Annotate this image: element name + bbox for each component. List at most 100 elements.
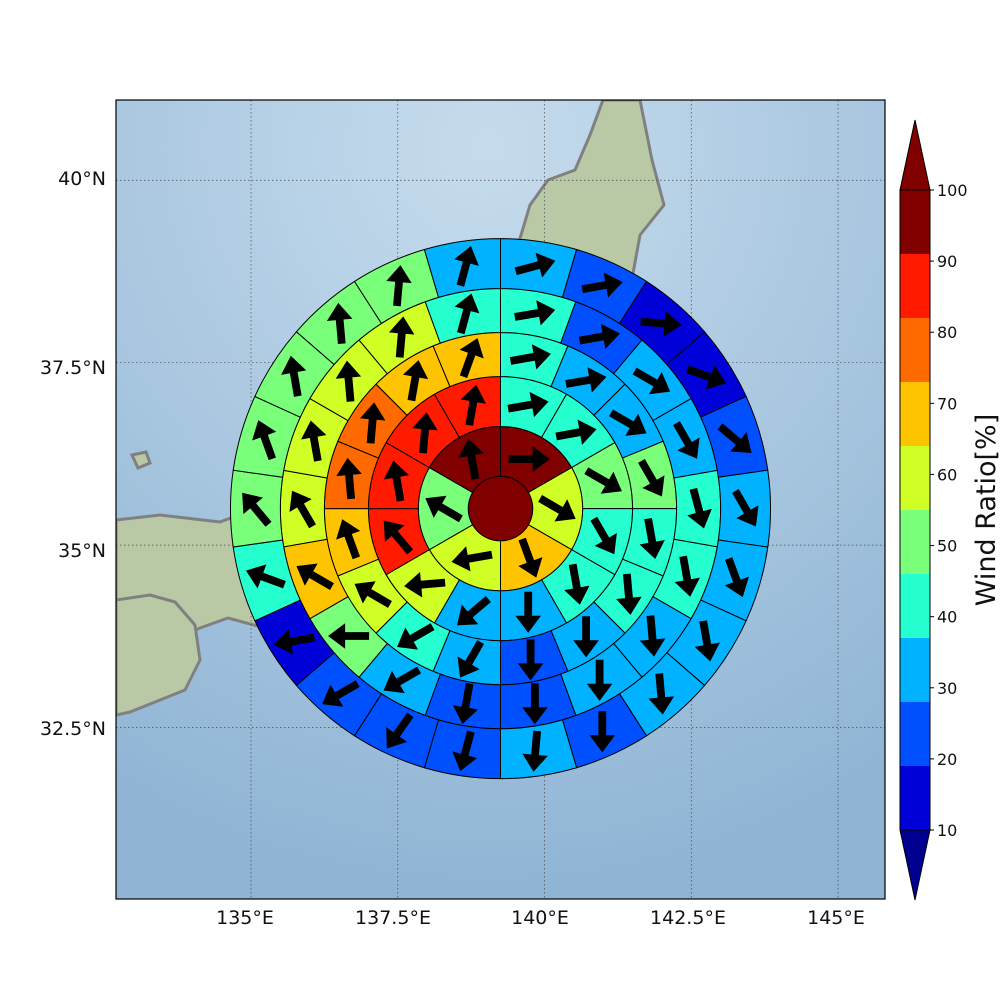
ring-3-arrow-13 (359, 402, 386, 444)
ring-5-arrow-2 (640, 310, 682, 337)
ring-4-arrow-13 (289, 490, 316, 529)
lat-label-40: 40°N (58, 168, 106, 190)
ring-2-arrow-0 (507, 391, 549, 418)
ring-4-arrow-5 (674, 555, 700, 597)
colorbar: 10 20 30 40 50 60 70 80 90 100 Wind Ratio[%] (899, 119, 1000, 901)
ring-4-arrow-12 (296, 563, 334, 590)
ring-4-arrow-2 (632, 367, 671, 395)
ring-1-arrow-0 (508, 446, 550, 472)
ring-5-arrow-3 (686, 365, 727, 390)
oki-island (129, 450, 152, 470)
colorbar-under-arrow (899, 829, 931, 901)
ring-3-arrow-11 (336, 519, 361, 560)
ring-4-arrow-6 (639, 615, 666, 657)
shikoku-land (116, 593, 202, 717)
rose-cells (229, 238, 772, 780)
ring-2-arrow-1 (555, 419, 597, 445)
ring-5-arrow-20 (386, 265, 412, 307)
colorbar-tick-label-40: 40 (937, 608, 957, 627)
colorbar-segment-2 (900, 638, 930, 702)
ring-2-arrow-7 (404, 571, 446, 598)
map-frame (115, 99, 886, 900)
ring-2-arrow-8 (383, 520, 414, 555)
ring-5-arrow-8 (648, 673, 675, 715)
ring-5-arrow-15 (245, 564, 286, 589)
lon-label-140: 140°E (511, 907, 569, 929)
ring-5-arrow-5 (732, 489, 759, 527)
ring-1-arrow-2 (518, 537, 543, 578)
ring-3-arrow-1 (565, 367, 607, 393)
colorbar-label: Wind Ratio[%] (971, 414, 1000, 606)
ring-4-arrow-14 (301, 420, 327, 462)
ring-1-arrow-4 (425, 495, 463, 523)
colorbar-tick-label-90: 90 (937, 252, 957, 271)
ring-4-arrow-0 (514, 300, 556, 326)
colorbar-tick-label-30: 30 (937, 679, 957, 698)
ring-4-arrow-9 (452, 682, 479, 725)
colorbar-tick-label-80: 80 (937, 323, 957, 342)
ring-2-arrow-11 (460, 384, 487, 426)
ring-5-arrow-16 (242, 492, 272, 527)
ring-3-arrow-14 (402, 360, 429, 402)
ring-5-arrow-1 (581, 272, 623, 298)
colorbar-segment-6 (900, 382, 930, 446)
ring-4-arrow-16 (388, 316, 415, 358)
ring-2-arrow-9 (383, 460, 409, 502)
ring-5-arrow-0 (514, 252, 556, 278)
latitude-labels: 40°N 37.5°N 35°N 32.5°N (40, 168, 106, 740)
ring-3-arrow-5 (616, 573, 642, 615)
colorbar-segment-7 (900, 318, 930, 382)
lon-label-142-5: 142.5°E (650, 907, 726, 929)
colorbar-tick-label-20: 20 (937, 750, 957, 769)
ring-2-arrow-10 (412, 412, 438, 454)
lat-label-35: 35°N (58, 540, 106, 562)
wind-rose (229, 238, 772, 780)
ring-5-arrow-4 (717, 423, 752, 453)
colorbar-segment-1 (900, 702, 930, 766)
ring-5-arrow-21 (454, 246, 479, 287)
ring-5-arrow-14 (273, 629, 316, 655)
colorbar-segment-5 (900, 446, 930, 510)
ring-5-arrow-9 (589, 711, 616, 753)
colorbar-ticks: 10 20 30 40 50 60 70 80 90 100 (930, 181, 968, 840)
ring-3-arrow-8 (457, 640, 485, 678)
ring-4-arrow-7 (586, 659, 613, 701)
ring-4-arrow-4 (687, 487, 712, 529)
colorbar-tick-label-60: 60 (937, 465, 957, 484)
colorbar-tick-label-50: 50 (937, 537, 957, 556)
lon-label-145: 145°E (807, 907, 865, 929)
ring-4-arrow-10 (383, 666, 422, 694)
wind-arrows (242, 246, 759, 772)
ring-5-arrow-6 (724, 557, 749, 598)
ring-3-arrow-0 (509, 344, 551, 370)
ring-3-arrow-7 (517, 639, 544, 681)
ring-5-arrow-7 (694, 620, 720, 662)
colorbar-segment-8 (900, 254, 930, 318)
lon-label-135: 135°E (216, 907, 274, 929)
colorbar-tick-label-100: 100 (937, 181, 968, 200)
longitude-labels: 135°E 137.5°E 140°E 142.5°E 145°E (216, 907, 865, 929)
ring-3-arrow-3 (638, 458, 665, 497)
ring-3-arrow-12 (336, 457, 362, 500)
colorbar-tick-label-70: 70 (937, 394, 957, 413)
ring-3-arrow-4 (639, 517, 665, 560)
lat-label-37-5: 37.5°N (40, 357, 106, 379)
ring-5-arrow-13 (322, 680, 360, 707)
colorbar-over-arrow (899, 119, 931, 191)
ring-2-arrow-6 (456, 596, 491, 626)
ring-1-arrow-5 (458, 438, 484, 480)
ring-2-arrow-2 (584, 467, 622, 494)
colorbar-frame (899, 189, 931, 831)
ring-4-arrow-17 (454, 293, 480, 335)
ring-5-arrow-11 (452, 730, 478, 772)
ring-3-arrow-15 (459, 338, 484, 379)
ring-4-arrow-1 (578, 323, 620, 350)
ring-5-arrow-10 (522, 730, 548, 772)
colorbar-tick-label-10: 10 (937, 821, 957, 840)
ring-3-arrow-6 (573, 616, 599, 658)
colorbar-segment-9 (900, 190, 930, 254)
colorbar-segment-4 (900, 510, 930, 574)
ring-4-arrow-15 (335, 360, 362, 402)
ring-5-arrow-18 (281, 355, 307, 397)
